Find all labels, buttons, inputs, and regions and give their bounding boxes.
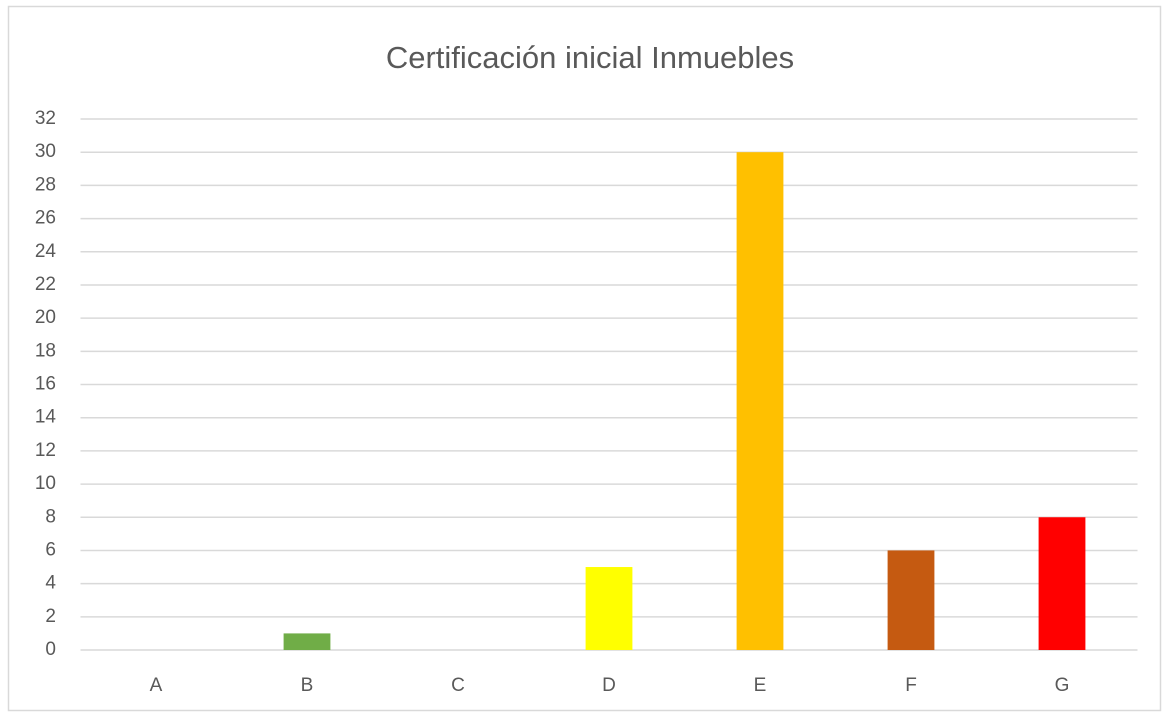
- y-tick-label: 26: [35, 208, 56, 229]
- bar: [283, 633, 331, 650]
- x-tick-label: E: [754, 675, 767, 696]
- y-tick-label: 2: [45, 606, 56, 627]
- y-tick-label: 32: [35, 108, 56, 129]
- x-tick-label: D: [602, 675, 616, 696]
- x-tick-label: G: [1055, 675, 1070, 696]
- y-tick-label: 12: [35, 440, 56, 461]
- y-tick-label: 16: [35, 374, 56, 395]
- y-tick-label: 20: [35, 307, 56, 328]
- chart-frame: [7, 5, 1162, 712]
- x-tick-label: A: [150, 675, 163, 696]
- bar: [736, 152, 784, 650]
- y-tick-label: 30: [35, 141, 56, 162]
- bar: [1038, 517, 1086, 650]
- y-tick-label: 4: [45, 573, 56, 594]
- y-tick-label: 0: [45, 639, 56, 660]
- chart-title: Certificación inicial Inmuebles: [386, 40, 794, 75]
- y-tick-label: 8: [45, 506, 56, 527]
- y-tick-label: 24: [35, 241, 57, 262]
- x-tick-label: B: [301, 675, 314, 696]
- y-tick-label: 22: [35, 274, 56, 295]
- y-tick-label: 28: [35, 174, 56, 195]
- bar: [585, 567, 633, 650]
- bar: [887, 550, 935, 650]
- y-tick-label: 18: [35, 340, 56, 361]
- x-tick-label: F: [905, 675, 917, 696]
- x-tick-label: C: [451, 675, 465, 696]
- y-tick-label: 6: [45, 539, 56, 560]
- y-tick-label: 14: [35, 407, 57, 428]
- y-tick-label: 10: [35, 473, 56, 494]
